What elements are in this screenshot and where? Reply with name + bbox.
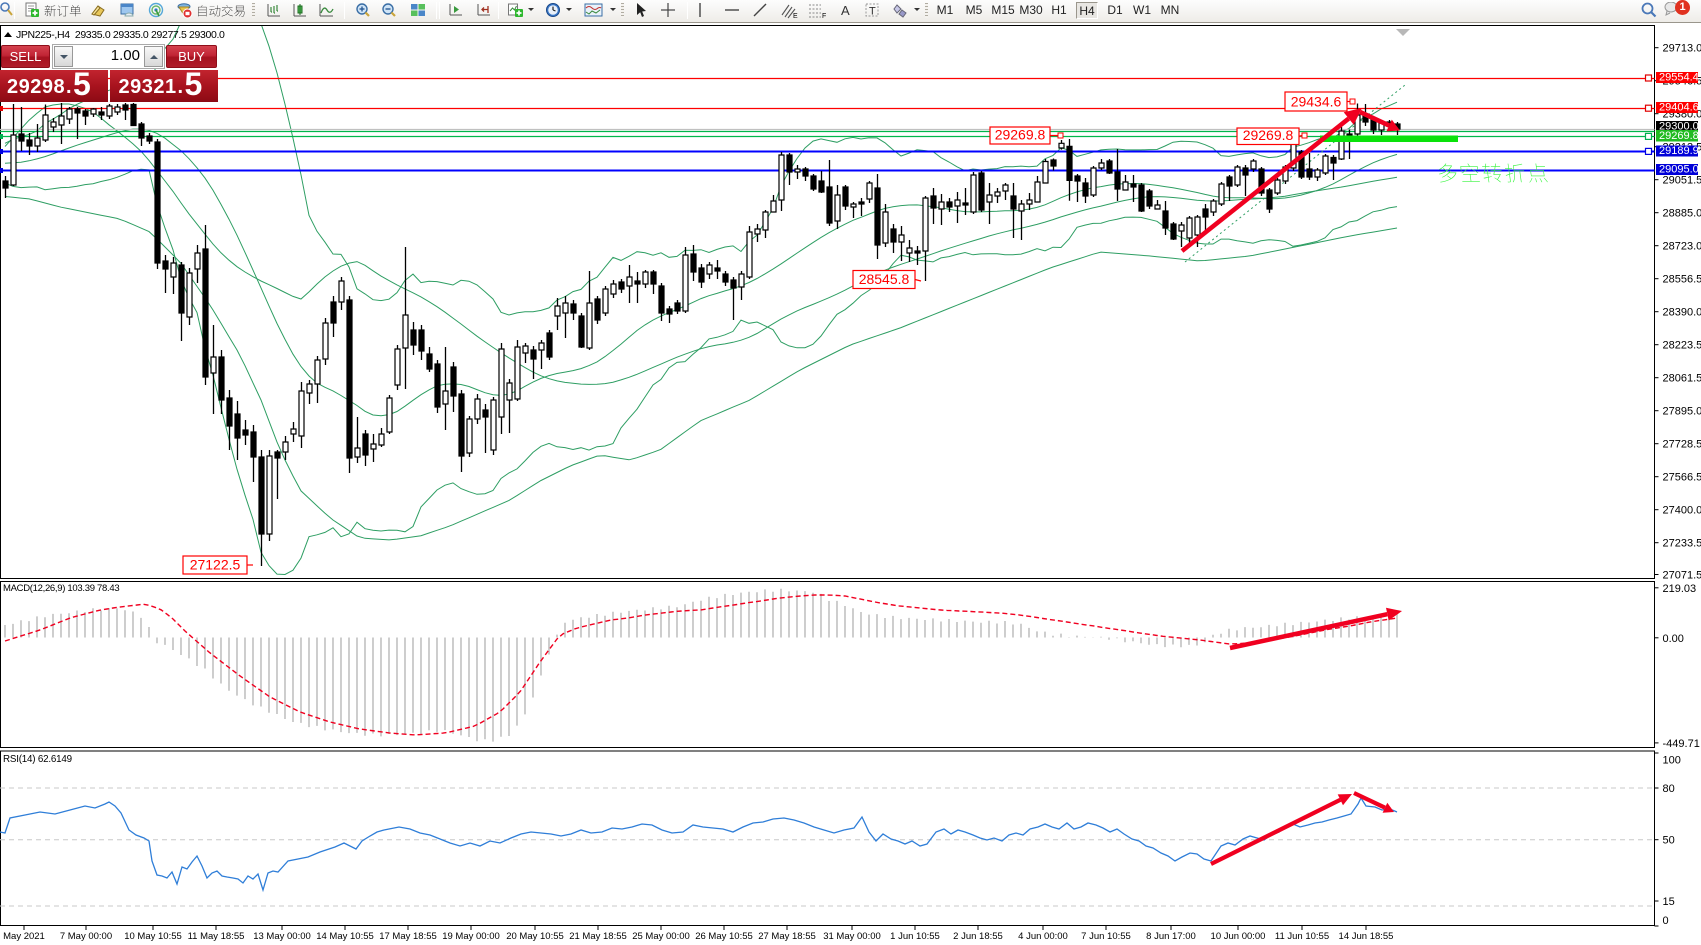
svg-text:21 May 18:55: 21 May 18:55 xyxy=(569,931,627,942)
svg-text:50: 50 xyxy=(1663,835,1675,847)
svg-text:29269.8: 29269.8 xyxy=(1659,130,1699,142)
svg-text:29434.6: 29434.6 xyxy=(1291,94,1342,110)
svg-text:27728.5: 27728.5 xyxy=(1663,439,1701,451)
svg-text:80: 80 xyxy=(1663,783,1675,795)
svg-text:T: T xyxy=(869,6,876,18)
svg-text:MACD(12,26,9) 103.39 78.43: MACD(12,26,9) 103.39 78.43 xyxy=(3,583,119,594)
svg-text:10 May 10:55: 10 May 10:55 xyxy=(124,931,182,942)
svg-text:0: 0 xyxy=(1663,915,1669,927)
svg-text:29713.0: 29713.0 xyxy=(1663,43,1701,55)
svg-text:29051.5: 29051.5 xyxy=(1663,175,1701,187)
svg-text:27 May 18:55: 27 May 18:55 xyxy=(758,931,816,942)
svg-text:0.00: 0.00 xyxy=(1663,633,1684,645)
svg-text:-449.71: -449.71 xyxy=(1663,738,1700,750)
svg-text:28556.5: 28556.5 xyxy=(1663,274,1701,286)
svg-text:14 May 10:55: 14 May 10:55 xyxy=(316,931,374,942)
svg-text:20 May 10:55: 20 May 10:55 xyxy=(506,931,564,942)
svg-text:1 Jun 10:55: 1 Jun 10:55 xyxy=(890,931,940,942)
svg-text:27071.5: 27071.5 xyxy=(1663,570,1701,582)
svg-text:8 Jun 17:00: 8 Jun 17:00 xyxy=(1146,931,1196,942)
svg-text:4 Jun 00:00: 4 Jun 00:00 xyxy=(1018,931,1068,942)
svg-text:29095.0: 29095.0 xyxy=(1659,164,1699,176)
svg-text:28390.0: 28390.0 xyxy=(1663,307,1701,319)
svg-text:29269.8: 29269.8 xyxy=(995,127,1046,143)
svg-text:11 Jun 10:55: 11 Jun 10:55 xyxy=(1275,931,1329,942)
svg-text:2 Jun 18:55: 2 Jun 18:55 xyxy=(953,931,1003,942)
svg-text:F: F xyxy=(822,13,826,19)
svg-text:10 Jun 00:00: 10 Jun 00:00 xyxy=(1211,931,1266,942)
svg-text:28061.5: 28061.5 xyxy=(1663,373,1701,385)
svg-text:E: E xyxy=(793,13,798,19)
svg-text:7 May 00:00: 7 May 00:00 xyxy=(60,931,112,942)
svg-text:JPN225-,H4 29335.0 29335.0 29: JPN225-,H4 29335.0 29335.0 29277.5 29300… xyxy=(16,29,225,41)
svg-text:27400.0: 27400.0 xyxy=(1663,505,1701,517)
svg-text:28223.5: 28223.5 xyxy=(1663,340,1701,352)
svg-text:27122.5: 27122.5 xyxy=(190,557,241,573)
svg-text:100: 100 xyxy=(1663,755,1681,767)
svg-text:17 May 18:55: 17 May 18:55 xyxy=(379,931,437,942)
svg-text:27233.5: 27233.5 xyxy=(1663,538,1701,550)
svg-text:28885.0: 28885.0 xyxy=(1663,208,1701,220)
svg-text:28545.8: 28545.8 xyxy=(859,271,910,287)
svg-text:31 May 00:00: 31 May 00:00 xyxy=(823,931,881,942)
svg-text:219.03: 219.03 xyxy=(1663,583,1697,595)
svg-text:7 Jun 10:55: 7 Jun 10:55 xyxy=(1081,931,1131,942)
svg-text:26 May 10:55: 26 May 10:55 xyxy=(695,931,753,942)
svg-text:29300.0: 29300.0 xyxy=(1659,121,1699,133)
svg-text:15: 15 xyxy=(1663,896,1675,908)
svg-text:25 May 00:00: 25 May 00:00 xyxy=(632,931,690,942)
svg-text:13 May 00:00: 13 May 00:00 xyxy=(253,931,311,942)
svg-text:RSI(14) 62.6149: RSI(14) 62.6149 xyxy=(3,754,72,765)
svg-text:14 Jun 18:55: 14 Jun 18:55 xyxy=(1339,931,1394,942)
svg-text:29404.6: 29404.6 xyxy=(1659,102,1699,114)
svg-text:19 May 00:00: 19 May 00:00 xyxy=(442,931,500,942)
svg-text:29554.4: 29554.4 xyxy=(1659,72,1699,84)
svg-text:11 May 18:55: 11 May 18:55 xyxy=(188,931,245,942)
svg-text:May 2021: May 2021 xyxy=(3,931,45,942)
svg-text:29269.8: 29269.8 xyxy=(1243,127,1294,143)
svg-text:27566.5: 27566.5 xyxy=(1663,472,1701,484)
svg-text:29189.9: 29189.9 xyxy=(1659,145,1699,157)
svg-text:27895.0: 27895.0 xyxy=(1663,406,1701,418)
svg-text:28723.0: 28723.0 xyxy=(1663,241,1701,253)
